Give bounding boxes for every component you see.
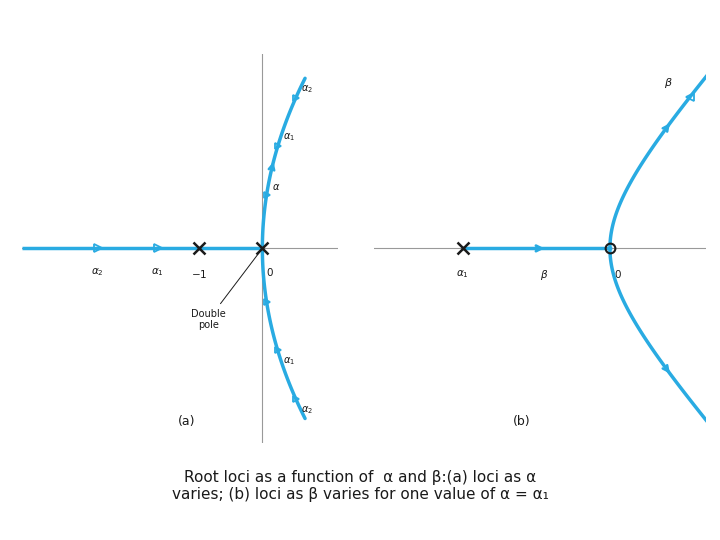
Text: $\alpha_1$: $\alpha_1$ — [456, 268, 469, 280]
Text: $\alpha$: $\alpha$ — [271, 182, 280, 192]
Text: $0$: $0$ — [266, 266, 274, 278]
Text: $\alpha_2$: $\alpha_2$ — [301, 404, 313, 416]
Text: (a): (a) — [178, 415, 195, 428]
Text: $0$: $0$ — [614, 268, 622, 280]
Text: $\alpha_1$: $\alpha_1$ — [151, 266, 164, 278]
Text: $-1$: $-1$ — [191, 268, 207, 280]
Text: $\alpha_1$: $\alpha_1$ — [283, 355, 295, 367]
Text: $\alpha_2$: $\alpha_2$ — [91, 266, 104, 278]
Text: Root loci as a function of  α and β:(a) loci as α
varies; (b) loci as β varies f: Root loci as a function of α and β:(a) l… — [171, 470, 549, 502]
Text: $\alpha_1$: $\alpha_1$ — [283, 132, 295, 144]
Text: $\beta$: $\beta$ — [539, 268, 548, 282]
Text: $\beta$: $\beta$ — [664, 76, 672, 90]
Text: $\alpha_2$: $\alpha_2$ — [301, 83, 313, 95]
Text: Double
pole: Double pole — [191, 251, 261, 330]
Text: (b): (b) — [513, 415, 531, 428]
